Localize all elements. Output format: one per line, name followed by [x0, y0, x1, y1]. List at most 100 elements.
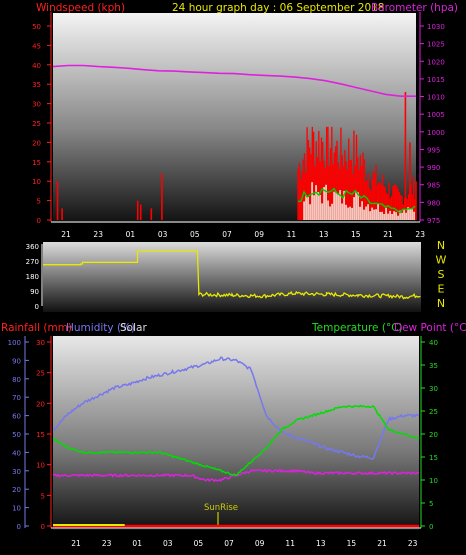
baro-tick-label: 990 — [427, 164, 440, 172]
x-tick-label: 21 — [383, 230, 393, 239]
compass-label: E — [438, 283, 445, 296]
humidity-tick-label: 30 — [12, 468, 21, 476]
direction-tick-label: 180 — [26, 273, 39, 281]
x-tick-label: 03 — [163, 539, 173, 548]
humidity-tick-label: 20 — [12, 486, 21, 494]
temp-tick-label: 15 — [429, 454, 438, 462]
humidity-tick-label: 100 — [8, 339, 21, 347]
humidity-tick-label: 10 — [12, 505, 21, 513]
rainfall-label: Rainfall (mm) — [1, 322, 72, 334]
rain-tick-label: 5 — [41, 492, 45, 500]
x-tick-label: 21 — [71, 539, 81, 548]
direction-tick-label: 0 — [35, 303, 39, 311]
x-tick-label: 07 — [224, 539, 234, 548]
rain-tick-label: 0 — [41, 523, 45, 531]
temp-tick-label: 20 — [429, 431, 438, 439]
temp-panel — [53, 336, 419, 530]
x-tick-label: 23 — [93, 230, 103, 239]
x-tick-label: 05 — [194, 539, 204, 548]
humidity-tick-label: 70 — [12, 394, 21, 402]
x-tick-label: 11 — [287, 230, 297, 239]
baro-tick-label: 995 — [427, 146, 440, 154]
temp-tick-label: 10 — [429, 477, 438, 485]
humidity-line — [52, 356, 420, 460]
rain-tick-label: 10 — [36, 462, 45, 470]
humidity-tick-label: 90 — [12, 357, 21, 365]
barometer-line — [52, 64, 416, 97]
x-tick-label: 11 — [285, 539, 295, 548]
humidity-tick-label: 60 — [12, 413, 21, 421]
x-tick-label: 13 — [316, 539, 326, 548]
x-tick-label: 03 — [158, 230, 168, 239]
x-tick-label: 09 — [254, 230, 264, 239]
compass-label: N — [437, 239, 445, 252]
baro-tick-label: 1025 — [427, 41, 445, 49]
baro-tick-label: 1010 — [427, 94, 445, 102]
wind-tick-label: 15 — [32, 159, 41, 167]
x-tick-label: 07 — [222, 230, 232, 239]
compass-label: W — [436, 254, 447, 267]
direction-panel — [43, 242, 421, 312]
baro-tick-label: 1020 — [427, 58, 445, 66]
rain-tick-label: 25 — [36, 370, 45, 378]
baro-tick-label: 980 — [427, 199, 440, 207]
solar-label: Solar — [120, 322, 147, 334]
humidity-tick-label: 80 — [12, 376, 21, 384]
x-tick-label: 23 — [408, 539, 418, 548]
temp-tick-label: 25 — [429, 408, 438, 416]
wind-tick-label: 45 — [32, 42, 41, 50]
baro-tick-label: 985 — [427, 182, 440, 190]
humidity-tick-label: 40 — [12, 449, 21, 457]
wind-tick-label: 25 — [32, 120, 41, 128]
windspeed-label: Windspeed (kph) — [36, 2, 125, 14]
rain-tick-label: 30 — [36, 339, 45, 347]
temp-tick-label: 0 — [429, 523, 433, 531]
x-tick-label: 21 — [377, 539, 387, 548]
x-tick-label: 13 — [319, 230, 329, 239]
x-tick-label: 09 — [255, 539, 265, 548]
humidity-label: Humidity (%) — [66, 322, 135, 334]
baro-tick-label: 1005 — [427, 111, 445, 119]
x-tick-label: 21 — [61, 230, 71, 239]
direction-tick-label: 270 — [26, 258, 39, 266]
wind-tick-label: 50 — [32, 23, 41, 31]
x-tick-label: 05 — [190, 230, 200, 239]
compass-label: N — [437, 297, 445, 310]
x-tick-label: 23 — [415, 230, 425, 239]
direction-tick-label: 360 — [26, 243, 39, 251]
baro-tick-label: 1015 — [427, 76, 445, 84]
barometer-label: Barometer (hpa) — [371, 2, 458, 14]
wind-tick-label: 40 — [32, 62, 41, 70]
x-tick-label: 23 — [102, 539, 112, 548]
sunrise-label: SunRise — [204, 503, 238, 513]
temperature-label: Temperature (°C) — [311, 322, 403, 334]
x-tick-label: 15 — [347, 539, 357, 548]
x-tick-label: 01 — [126, 230, 136, 239]
baro-tick-label: 1030 — [427, 23, 445, 31]
temp-tick-label: 30 — [429, 385, 438, 393]
baro-tick-label: 1000 — [427, 129, 445, 137]
temperature-line — [52, 404, 420, 477]
wind-tick-label: 35 — [32, 81, 41, 89]
temp-tick-label: 35 — [429, 362, 438, 370]
wind-direction-line — [42, 249, 421, 300]
direction-tick-label: 90 — [30, 288, 39, 296]
humidity-tick-label: 50 — [12, 431, 21, 439]
x-tick-label: 15 — [351, 230, 361, 239]
humidity-tick-label: 0 — [17, 523, 21, 531]
rain-tick-label: 15 — [36, 431, 45, 439]
wind-tick-label: 5 — [37, 198, 41, 206]
wind-tick-label: 10 — [32, 178, 41, 186]
graph-title: 24 hour graph day : 06 September 2018 — [172, 2, 384, 14]
rain-tick-label: 20 — [36, 400, 45, 408]
wind-tick-label: 20 — [32, 139, 41, 147]
compass-label: S — [438, 268, 445, 281]
dew-point-label: Dew Point (°C) — [394, 322, 466, 334]
wind-average-line — [297, 187, 416, 214]
temp-tick-label: 40 — [429, 339, 438, 347]
wind-tick-label: 0 — [37, 217, 41, 225]
x-tick-label: 01 — [132, 539, 142, 548]
baro-tick-label: 975 — [427, 217, 440, 225]
wind-tick-label: 30 — [32, 101, 41, 109]
